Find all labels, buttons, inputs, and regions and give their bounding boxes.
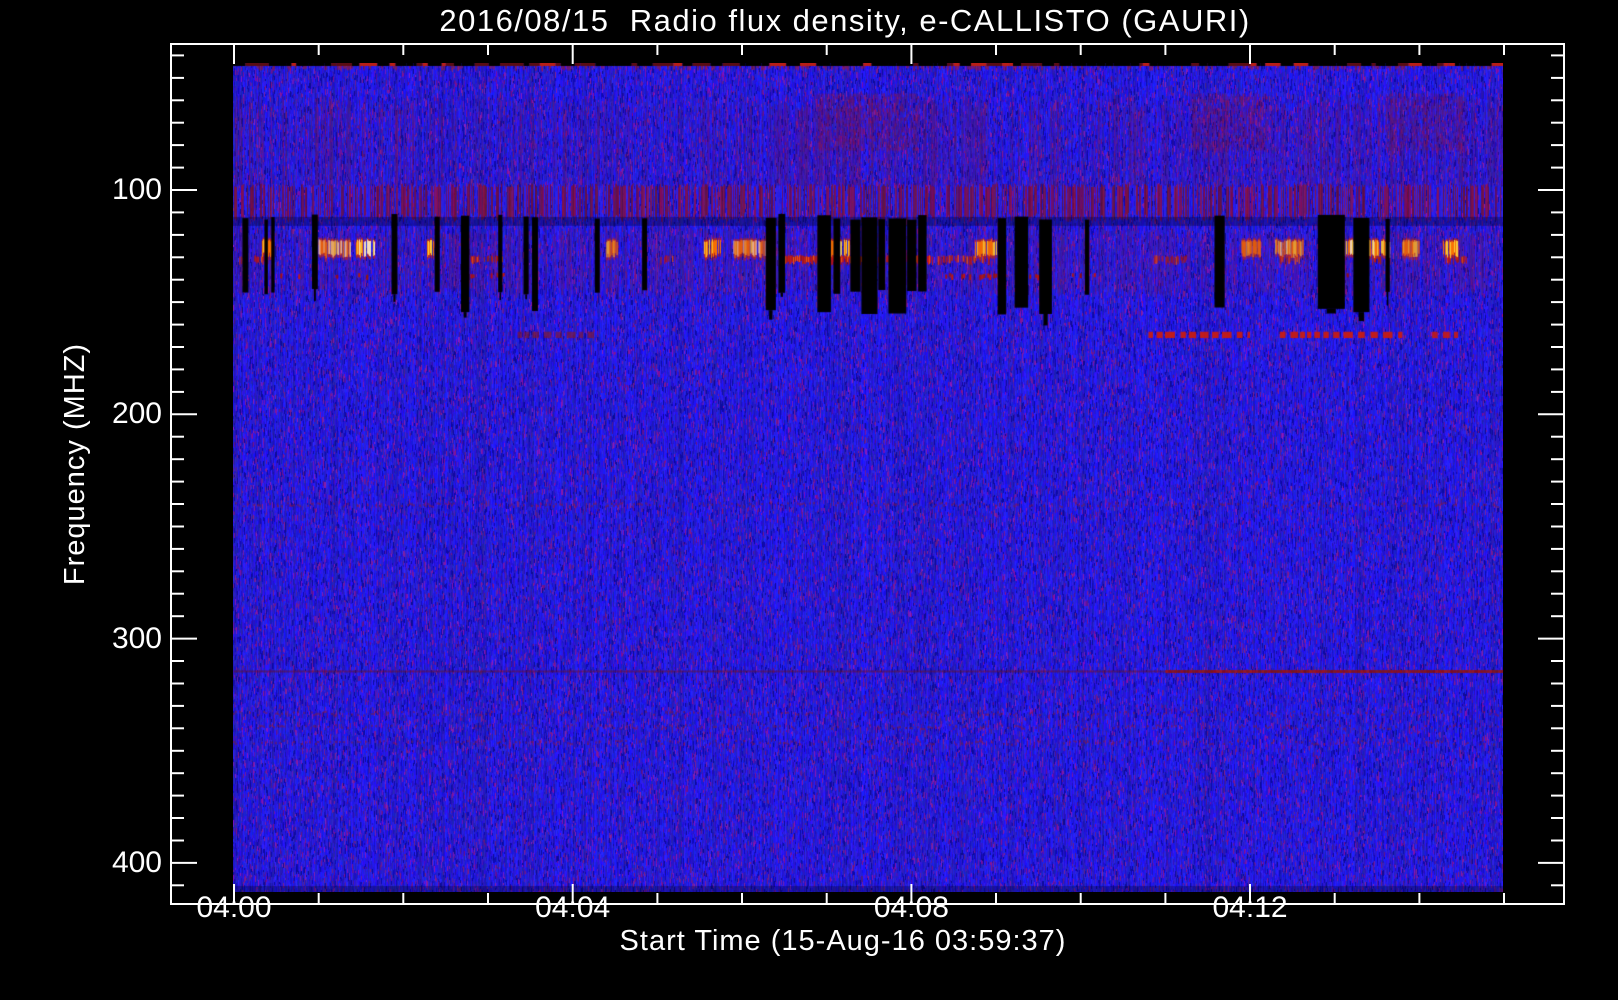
y-tick-label-100: 100: [111, 173, 162, 206]
x-tick-label-04-04: 04:04: [535, 891, 611, 924]
x-tick-label-04-00: 04:00: [196, 891, 272, 924]
y-tick-label-400: 400: [111, 845, 162, 879]
x-tick-label-04-12: 04:12: [1212, 891, 1288, 924]
chart-title: 2016/08/15 Radio flux density, e-CALLIST…: [439, 3, 1251, 38]
y-tick-label-200: 200: [111, 397, 162, 431]
y-tick-label-300: 300: [111, 621, 162, 655]
x-tick-label-04-08: 04:08: [873, 891, 949, 924]
spectrogram-image: [233, 63, 1503, 892]
y-axis-title: Frequency (MHZ): [59, 342, 91, 586]
x-axis-title: Start Time (15-Aug-16 03:59:37): [619, 925, 1067, 957]
